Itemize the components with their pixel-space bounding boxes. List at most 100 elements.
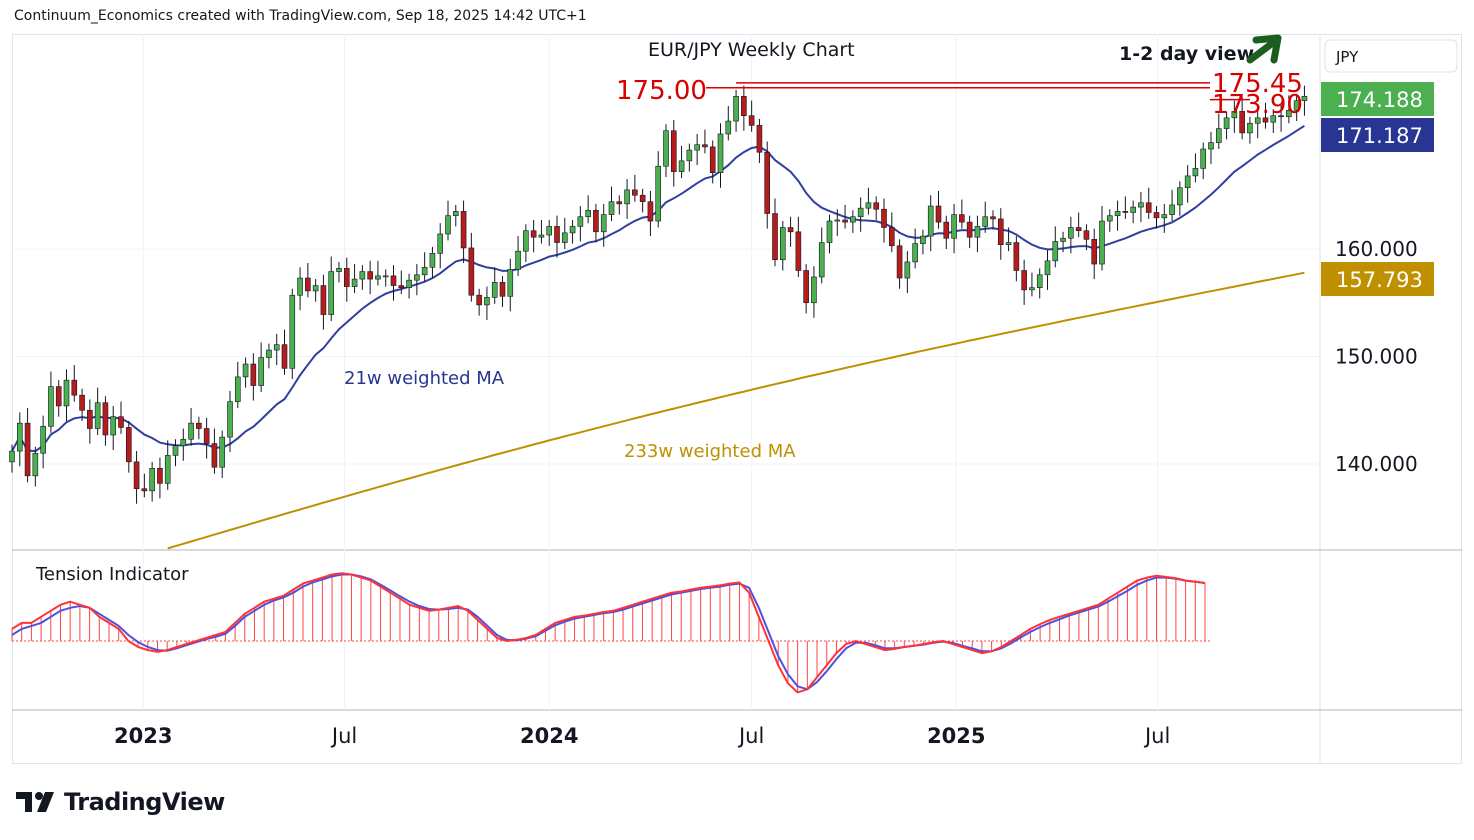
candle: [678, 145, 685, 179]
tradingview-logo[interactable]: TradingView: [16, 788, 225, 816]
candle: [1286, 95, 1292, 124]
candle: [1029, 272, 1035, 297]
candle: [71, 365, 78, 402]
candle: [920, 229, 926, 255]
candle: [717, 123, 724, 188]
candle: [312, 279, 319, 302]
candle: [593, 203, 599, 243]
candle: [982, 201, 989, 233]
candle: [585, 195, 591, 224]
candle: [842, 204, 848, 229]
candle: [904, 251, 911, 294]
price-tick-label: 160.000: [1335, 237, 1418, 261]
candle: [632, 174, 638, 202]
candle: [546, 219, 553, 246]
candle: [421, 252, 428, 282]
candle: [577, 206, 584, 242]
candle: [725, 106, 732, 141]
candle: [748, 100, 755, 132]
candle: [756, 118, 763, 163]
candle: [24, 408, 31, 483]
candle: [164, 440, 171, 490]
candle: [1021, 259, 1027, 305]
candle: [608, 186, 615, 222]
candle: [110, 405, 117, 451]
ma-233-label: 233w weighted MA: [624, 441, 796, 462]
time-tick-label: Jul: [330, 724, 357, 748]
candle: [530, 219, 537, 253]
resistance-lines: [706, 82, 1250, 101]
candle: [647, 190, 654, 237]
candle: [865, 187, 872, 215]
candle: [702, 129, 708, 154]
candle: [484, 286, 490, 320]
candle: [1278, 104, 1284, 132]
candle: [686, 143, 693, 172]
candle: [1239, 96, 1245, 140]
candle: [935, 190, 942, 229]
candle: [507, 258, 514, 312]
candle: [663, 124, 669, 177]
chart-header: Continuum_Economics created with Trading…: [14, 8, 587, 24]
currency-label: JPY: [1335, 48, 1359, 66]
candle: [1145, 187, 1152, 219]
candle: [16, 412, 23, 467]
candle: [87, 399, 93, 444]
candle: [600, 203, 607, 247]
candle: [157, 457, 163, 499]
candle: [63, 369, 70, 421]
candle: [1223, 111, 1230, 140]
resistance-label-173-90: 173.90: [1212, 90, 1303, 120]
candle: [997, 208, 1004, 260]
candle: [1184, 165, 1191, 203]
candle: [234, 361, 241, 409]
candle: [1161, 203, 1168, 233]
candle: [79, 388, 85, 421]
candle: [1075, 212, 1082, 238]
price-badge-ma21: 171.187: [1321, 118, 1434, 152]
chart-frame: [12, 34, 1462, 764]
price-axis[interactable]: 140.000 150.000 160.000: [1335, 237, 1418, 476]
candle: [375, 260, 381, 286]
candle: [1005, 227, 1012, 252]
candle: [180, 428, 187, 461]
candle: [912, 228, 918, 269]
candle: [320, 274, 327, 330]
candle: [1301, 85, 1308, 116]
candle: [102, 396, 109, 446]
time-axis[interactable]: 2023 Jul 2024 Jul 2025 Jul: [114, 724, 1170, 748]
candle: [857, 197, 864, 232]
candle: [367, 260, 373, 295]
time-tick-label: 2025: [927, 724, 985, 748]
candle: [1231, 100, 1238, 133]
candle: [1122, 196, 1129, 219]
candle: [468, 232, 475, 302]
currency-button[interactable]: JPY: [1324, 39, 1458, 73]
candle: [406, 273, 412, 299]
candle: [491, 267, 498, 304]
candle: [328, 256, 335, 322]
time-tick-label: Jul: [737, 724, 764, 748]
candle: [452, 204, 459, 227]
candle: [1215, 113, 1222, 150]
candle: [227, 390, 233, 453]
candle: [1200, 142, 1207, 180]
tradingview-logo-icon: [16, 792, 54, 812]
candle: [959, 199, 965, 229]
ma-21-label: 21w weighted MA: [344, 368, 505, 389]
view-label: 1-2 day view: [1119, 43, 1254, 65]
candle: [639, 188, 646, 213]
candle: [429, 246, 436, 279]
candle: [1130, 200, 1136, 224]
candle: [624, 179, 630, 219]
candle: [1270, 109, 1277, 133]
candle: [873, 196, 880, 220]
candle: [655, 151, 662, 228]
candle: [881, 198, 887, 243]
candle: [172, 439, 179, 467]
candle: [974, 215, 981, 253]
candle: [125, 421, 132, 473]
candle: [1153, 206, 1160, 229]
candle: [694, 133, 700, 166]
